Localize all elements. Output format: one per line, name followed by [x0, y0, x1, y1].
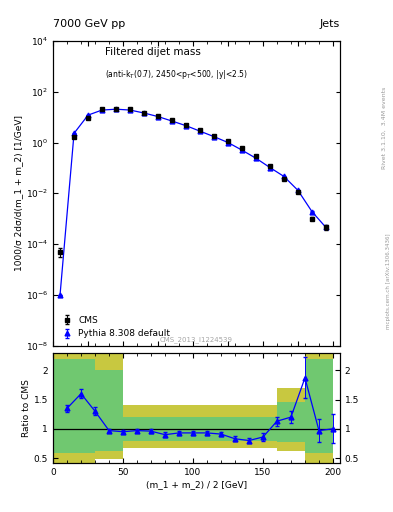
Y-axis label: 1000/σ 2dσ/d(m_1 + m_2) [1/GeV]: 1000/σ 2dσ/d(m_1 + m_2) [1/GeV] [14, 115, 23, 271]
Text: Jets: Jets [320, 19, 340, 29]
Text: 7000 GeV pp: 7000 GeV pp [53, 19, 125, 29]
Text: mcplots.cern.ch [arXiv:1306.3436]: mcplots.cern.ch [arXiv:1306.3436] [386, 234, 391, 329]
Y-axis label: Ratio to CMS: Ratio to CMS [22, 379, 31, 437]
Text: Filtered dijet mass: Filtered dijet mass [105, 47, 200, 57]
Text: Rivet 3.1.10,  3.4M events: Rivet 3.1.10, 3.4M events [382, 87, 387, 169]
Text: CMS_2013_I1224539: CMS_2013_I1224539 [160, 336, 233, 343]
X-axis label: (m_1 + m_2) / 2 [GeV]: (m_1 + m_2) / 2 [GeV] [146, 480, 247, 489]
Text: (anti-k$_T$(0.7), 2450<p$_T$<500, |y|<2.5): (anti-k$_T$(0.7), 2450<p$_T$<500, |y|<2.… [105, 69, 248, 81]
Legend: CMS, Pythia 8.308 default: CMS, Pythia 8.308 default [57, 313, 173, 341]
